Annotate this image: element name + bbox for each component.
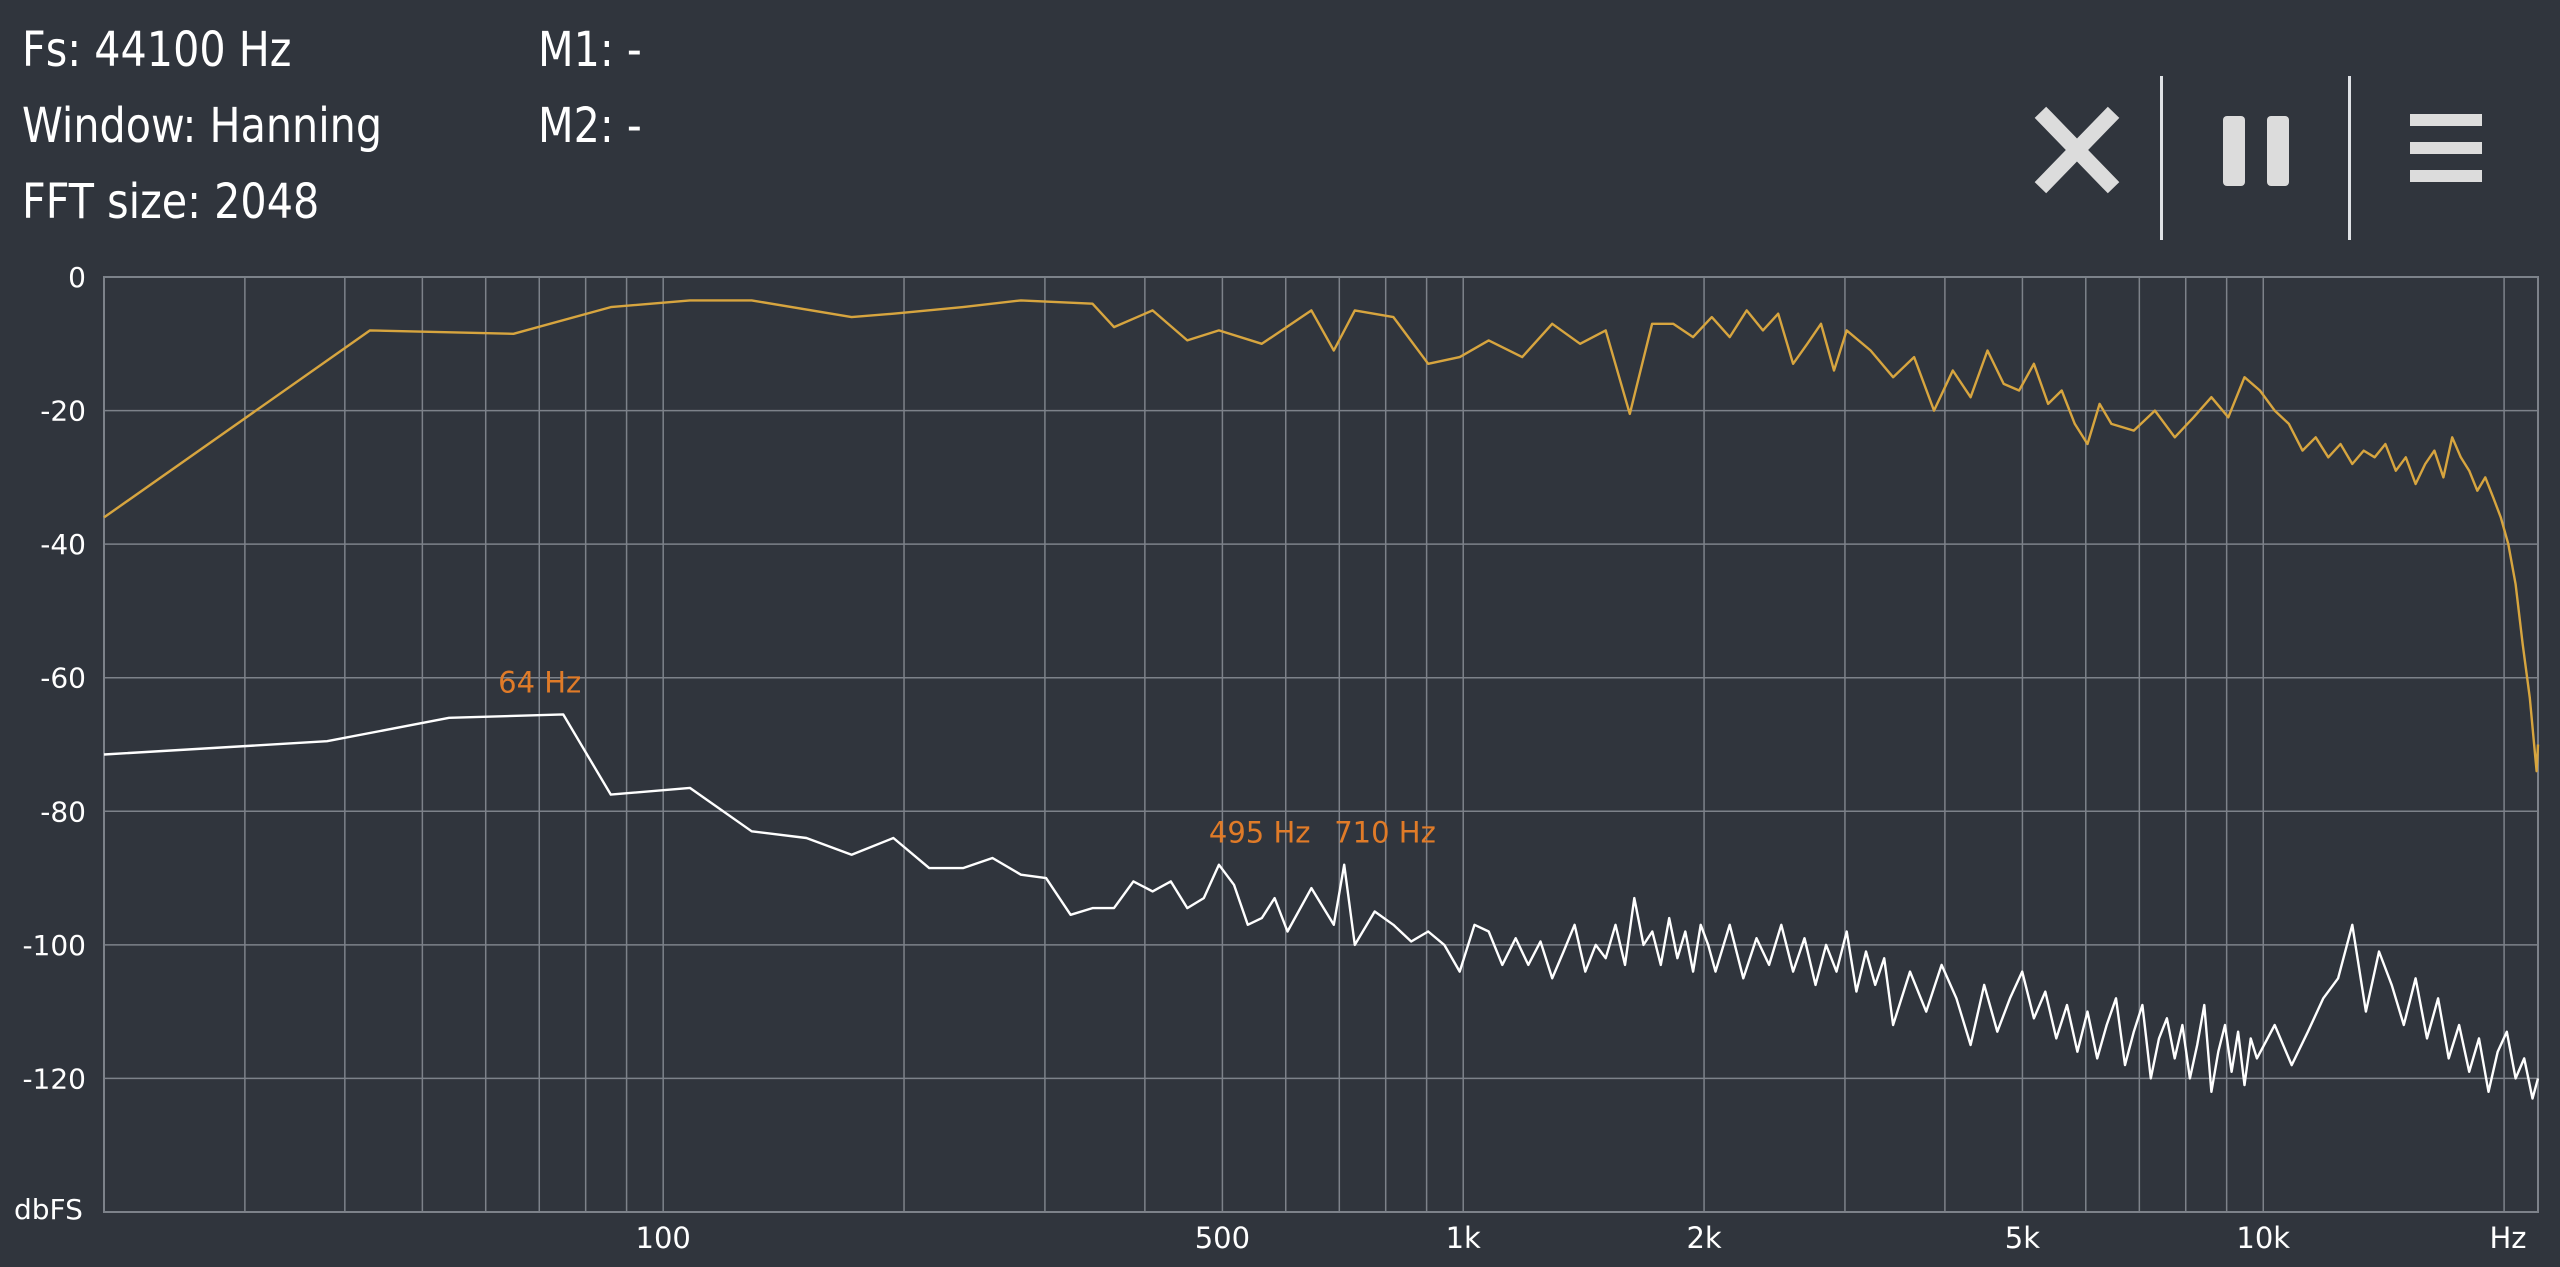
x-axis-label: Hz [2489, 1221, 2526, 1255]
peak-marker-label: 64 Hz [498, 665, 581, 699]
toolbar [2000, 76, 2520, 240]
marker-2-label: M2: - [538, 98, 642, 154]
peak-marker-label: 495 Hz [1209, 816, 1311, 850]
y-tick-label: -100 [22, 929, 86, 962]
fft-size-label: FFT size: 2048 [22, 174, 320, 230]
x-tick-label: 5k [2005, 1221, 2040, 1255]
toolbar-divider [2160, 76, 2163, 240]
y-tick-label: -60 [40, 662, 86, 695]
y-axis-label: dbFS [14, 1193, 83, 1226]
x-tick-label: 100 [636, 1221, 691, 1255]
pause-button[interactable] [2183, 76, 2333, 224]
toolbar-divider [2348, 76, 2351, 240]
x-tick-label: 2k [1686, 1221, 1721, 1255]
y-tick-label: -120 [22, 1062, 86, 1095]
x-tick-label: 500 [1195, 1221, 1250, 1255]
plot-frame [103, 276, 2539, 1213]
y-tick-label: -80 [40, 795, 86, 828]
x-tick-label: 10k [2236, 1221, 2290, 1255]
pause-icon [2223, 116, 2289, 186]
sample-rate-label: Fs: 44100 Hz [22, 22, 292, 78]
spectrum-series-line [103, 299, 2540, 773]
stats-panel: Fs: 44100 Hz Window: Hanning FFT size: 2… [22, 12, 382, 240]
close-button[interactable] [2000, 76, 2150, 224]
menu-icon [2410, 114, 2482, 182]
menu-button[interactable] [2370, 76, 2520, 224]
markers-panel: M1: - M2: - [538, 12, 642, 164]
close-icon [2034, 106, 2120, 194]
noise-floor-series-line [103, 713, 2540, 1100]
window-label: Window: Hanning [22, 98, 383, 154]
peak-marker-label: 710 Hz [1334, 816, 1436, 850]
marker-1-label: M1: - [538, 22, 642, 78]
y-tick-label: -20 [40, 395, 86, 428]
y-tick-label: -40 [40, 528, 86, 561]
x-tick-label: 1k [1446, 1221, 1481, 1255]
y-tick-label: 0 [68, 261, 86, 294]
